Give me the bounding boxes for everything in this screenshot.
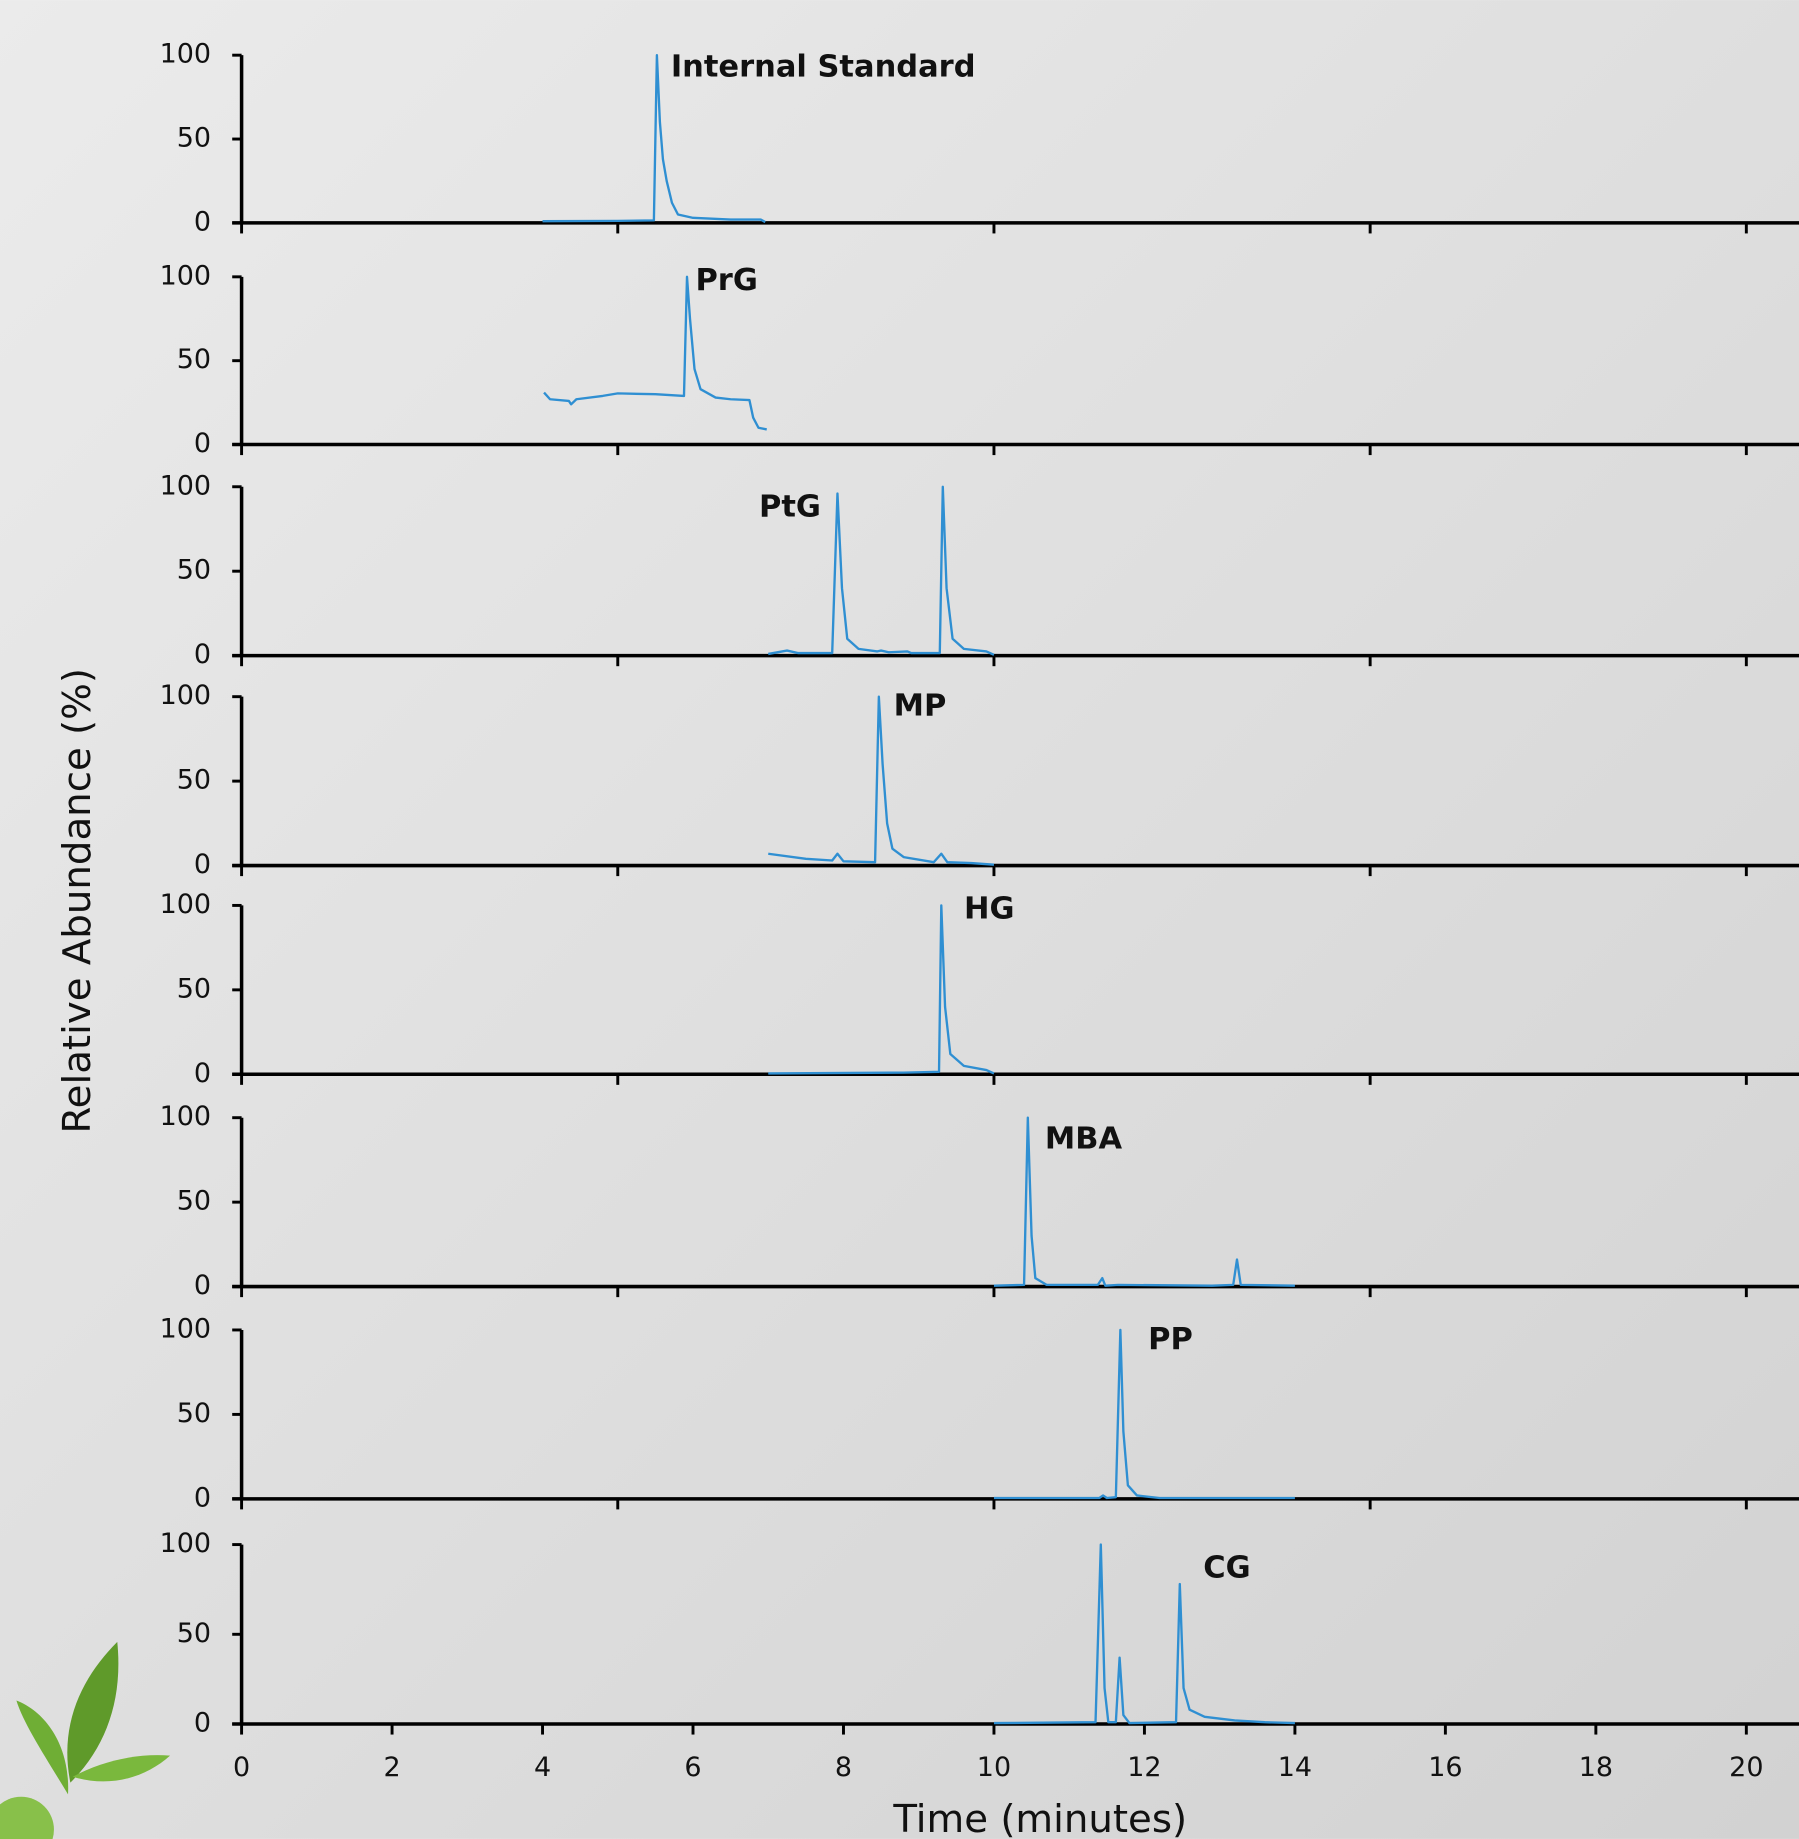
y-tick-label: 100 <box>160 470 211 501</box>
y-tick-label: 50 <box>177 973 211 1004</box>
y-tick-label: 0 <box>194 639 211 670</box>
peak-annotation: MBA <box>1045 1121 1123 1156</box>
peak-annotation: Internal Standard <box>671 50 976 85</box>
y-tick-label: 50 <box>177 1618 211 1649</box>
x-tick-label: 18 <box>1579 1752 1613 1783</box>
y-tick-label: 100 <box>160 1313 211 1344</box>
y-tick-label: 0 <box>194 1058 211 1089</box>
peak-annotation: CG <box>1203 1551 1250 1586</box>
y-tick-label: 50 <box>177 1186 211 1217</box>
y-tick-label: 0 <box>194 1482 211 1513</box>
y-tick-label: 100 <box>160 1528 211 1559</box>
peak-annotation: PrG <box>695 263 757 298</box>
y-tick-label: 50 <box>177 123 211 154</box>
y-tick-label: 50 <box>177 555 211 586</box>
peak-annotation: HG <box>964 892 1015 927</box>
x-tick-label: 0 <box>233 1752 250 1783</box>
y-tick-label: 100 <box>160 39 211 70</box>
y-tick-label: 0 <box>194 1270 211 1301</box>
y-tick-label: 0 <box>194 428 211 459</box>
y-tick-label: 50 <box>177 765 211 796</box>
y-tick-label: 0 <box>194 849 211 880</box>
peak-annotation: PP <box>1148 1322 1193 1357</box>
x-tick-label: 10 <box>977 1752 1011 1783</box>
peak-annotation: PtG <box>759 489 821 524</box>
y-tick-label: 100 <box>160 889 211 920</box>
chart: Relative Abundance (%) Time (minutes) 0 5… <box>0 0 1799 1839</box>
x-tick-label: 14 <box>1278 1752 1312 1783</box>
y-tick-label: 100 <box>160 1101 211 1132</box>
peak-annotation: MP <box>894 689 947 724</box>
y-axis-label: Relative Abundance (%) <box>55 668 100 1133</box>
x-axis-label: Time (minutes) <box>892 1797 1187 1839</box>
y-tick-label: 100 <box>160 680 211 711</box>
x-tick-label: 4 <box>534 1752 551 1783</box>
x-tick-label: 8 <box>835 1752 852 1783</box>
y-tick-label: 50 <box>177 344 211 375</box>
background <box>0 0 1799 1839</box>
x-tick-label: 2 <box>383 1752 400 1783</box>
y-tick-label: 50 <box>177 1398 211 1429</box>
x-tick-label: 6 <box>684 1752 701 1783</box>
x-tick-label: 16 <box>1428 1752 1462 1783</box>
y-tick-label: 0 <box>194 206 211 237</box>
y-tick-label: 0 <box>194 1708 211 1739</box>
x-tick-label: 20 <box>1729 1752 1763 1783</box>
x-tick-label: 12 <box>1127 1752 1161 1783</box>
y-tick-label: 100 <box>160 260 211 291</box>
